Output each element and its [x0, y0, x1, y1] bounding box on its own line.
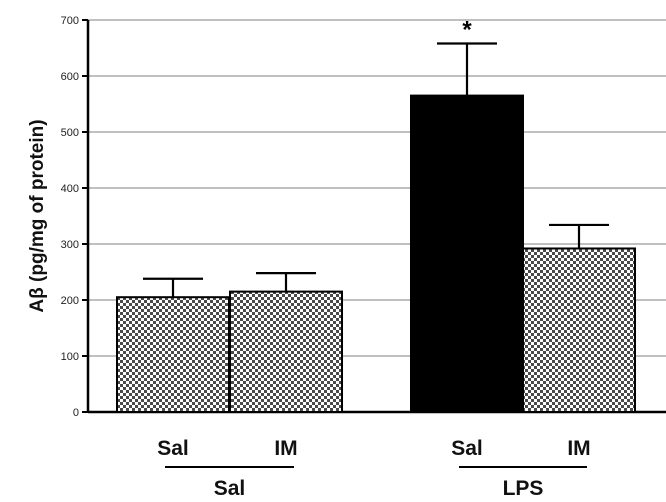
group-label: LPS	[503, 477, 544, 500]
labels: 0 100 200 300 400 500 600 700 Aβ (pg/mg of prote…	[27, 15, 591, 500]
group-label: Sal	[214, 477, 246, 500]
y-tick-label: 600	[61, 71, 79, 83]
bar	[116, 296, 230, 414]
category-label: IM	[567, 437, 590, 460]
y-axis-label: Aβ (pg/mg of protein)	[27, 119, 48, 312]
y-tick-label: 500	[61, 127, 79, 139]
category-label: Sal	[157, 437, 189, 460]
y-tick-label: 100	[61, 351, 79, 363]
bar	[522, 247, 636, 413]
significance-marker: *	[462, 17, 472, 44]
category-label: Sal	[451, 437, 483, 460]
y-tick-label: 200	[61, 295, 79, 307]
y-tick-label: 400	[61, 183, 79, 195]
bar	[229, 290, 343, 414]
y-tick-label: 700	[61, 15, 79, 27]
bar	[410, 94, 524, 413]
category-label: IM	[274, 437, 297, 460]
y-tick-label: 0	[73, 407, 79, 419]
y-tick-label: 300	[61, 239, 79, 251]
bars	[116, 42, 636, 414]
